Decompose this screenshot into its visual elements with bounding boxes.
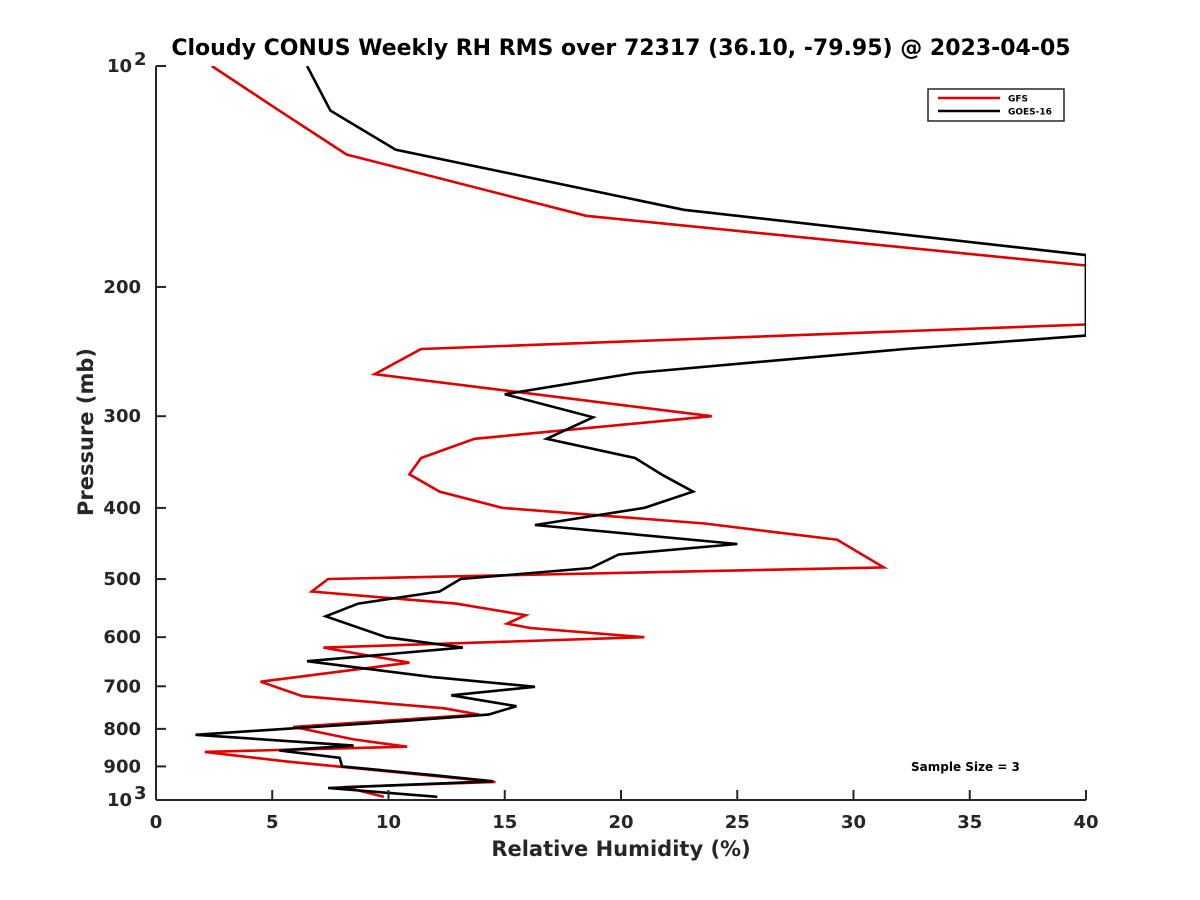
y-tick-exponent: 2 [134,49,147,70]
y-tick-label: 500 [103,569,141,590]
legend-label-goes-16: GOES-16 [1008,108,1052,118]
x-axis-ticks: 0 5 10 15 20 25 30 35 40 [150,790,1099,833]
series-line-gfs [204,66,1086,799]
y-tick-label: 700 [103,676,141,697]
x-tick-label: 40 [1073,812,1098,833]
y-tick-label: 200 [103,277,141,298]
x-tick-label: 15 [492,812,517,833]
legend: GFS GOES-16 [927,88,1065,122]
x-tick-label: 10 [376,812,401,833]
series-layer [195,66,1086,799]
legend-label-gfs: GFS [1008,95,1028,105]
x-axis-label: Relative Humidity (%) [491,837,750,861]
y-tick-label: 900 [103,756,141,777]
y-axis-label: Pressure (mb) [74,348,98,516]
y-tick-label: 300 [103,406,141,427]
y-tick-label: 800 [103,719,141,740]
legend-box [927,88,1065,122]
sample-size-annotation: Sample Size = 3 [911,760,1020,774]
y-tick-label: 10 [107,56,132,77]
x-tick-label: 35 [957,812,982,833]
x-tick-label: 30 [841,812,866,833]
x-tick-label: 25 [725,812,750,833]
x-tick-label: 5 [266,812,279,833]
series-line-goes-16 [195,66,1086,799]
y-tick-label: 10 [107,790,132,811]
y-tick-label: 400 [103,498,141,519]
chart-title: Cloudy CONUS Weekly RH RMS over 72317 (3… [171,36,1070,61]
x-tick-label: 20 [608,812,633,833]
y-tick-label: 600 [103,627,141,648]
x-tick-label: 0 [150,812,163,833]
y-tick-exponent: 3 [134,783,147,804]
